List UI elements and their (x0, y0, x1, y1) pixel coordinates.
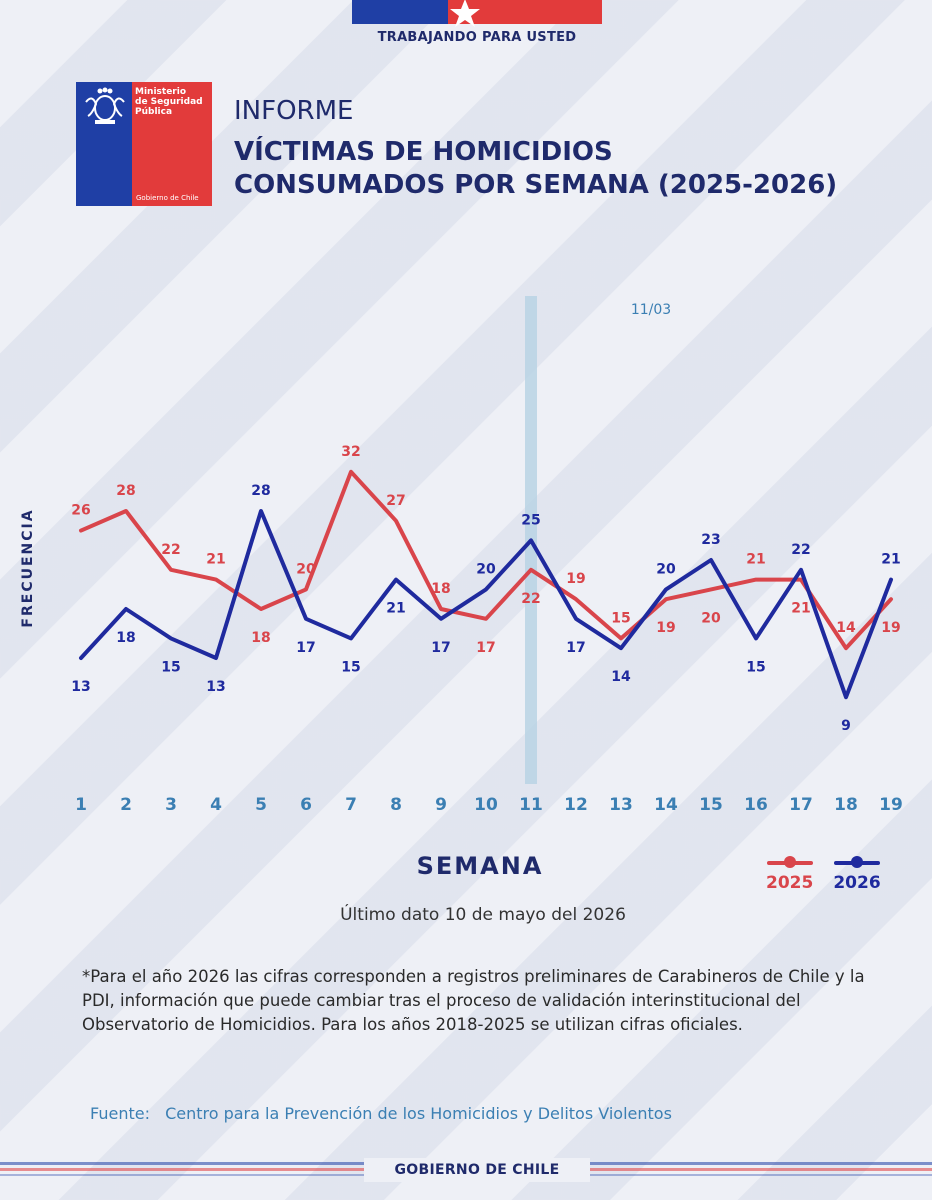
data-label-2025: 18 (431, 581, 450, 597)
data-label-2026: 22 (791, 542, 810, 558)
ministry-logo: Ministerio de Seguridad Pública Gobierno… (76, 82, 212, 206)
x-tick-label: 14 (654, 795, 678, 815)
x-tick-label: 12 (564, 795, 588, 815)
logo-blue-panel (76, 82, 132, 206)
legend-label-2025: 2025 (766, 873, 814, 893)
legend-item-2025: 2025 (766, 856, 814, 893)
chile-flag-band (352, 0, 602, 27)
data-label-2026: 18 (116, 630, 135, 646)
data-label-2025: 14 (836, 620, 856, 636)
x-tick-label: 9 (435, 795, 447, 815)
x-tick-label: 2 (120, 795, 132, 815)
x-tick-label: 11 (519, 795, 543, 815)
logo-gobierno: Gobierno de Chile (136, 194, 199, 202)
last-data-note: Último dato 10 de mayo del 2026 (340, 905, 626, 925)
data-label-2025: 19 (656, 620, 675, 636)
data-label-2025: 21 (206, 552, 225, 568)
y-axis-label: FRECUENCIA (20, 508, 36, 628)
x-axis-label: SEMANA (416, 852, 544, 880)
data-label-2025: 18 (251, 630, 270, 646)
data-label-2025: 22 (521, 591, 540, 607)
data-label-2026: 15 (746, 659, 765, 675)
data-label-2025: 28 (116, 483, 135, 499)
x-tick-label: 4 (210, 795, 222, 815)
x-tick-label: 10 (474, 795, 498, 815)
data-label-2026: 17 (296, 640, 315, 656)
source: Fuente: Centro para la Prevención de los… (90, 1104, 672, 1123)
x-tick-label: 8 (390, 795, 402, 815)
ministry-name: Ministerio de Seguridad Pública (135, 87, 203, 117)
title-line-2: CONSUMADOS POR SEMANA (2025-2026) (234, 170, 838, 200)
legend-swatch-2025 (766, 856, 813, 868)
x-tick-label: 6 (300, 795, 312, 815)
series-line-2025 (79, 469, 893, 651)
x-tick-label: 13 (609, 795, 633, 815)
data-label-2026: 17 (431, 640, 450, 656)
source-text: Centro para la Prevención de los Homicid… (165, 1104, 672, 1123)
data-label-2025: 21 (746, 552, 765, 568)
data-label-2025: 17 (476, 640, 495, 656)
government-label: GOBIERNO DE CHILE (364, 1158, 590, 1182)
data-label-2026: 13 (71, 679, 90, 695)
legend: 2025 2026 (766, 856, 881, 893)
legend-swatch-2026 (833, 856, 880, 868)
x-tick-label: 1 (75, 795, 87, 815)
data-label-2026: 9 (841, 718, 851, 734)
footer-bar: GOBIERNO DE CHILE (0, 1158, 932, 1182)
line-chart: 11/031 2 3 4 5 6 7 8 9 10 11 12 13 14 15 16 17 18 19261328… (71, 296, 903, 815)
data-label-2025: 26 (71, 503, 90, 519)
x-tick-label: 16 (744, 795, 768, 815)
data-label-2026: 23 (701, 532, 720, 548)
data-label-2026: 15 (161, 659, 180, 675)
logo-red-panel: Ministerio de Seguridad Pública Gobierno… (132, 82, 212, 206)
x-tick-label: 5 (255, 795, 267, 815)
footnote: *Para el año 2026 las cifras corresponde… (82, 967, 865, 1034)
coat-of-arms-icon (85, 87, 125, 124)
legend-label-2026: 2026 (833, 873, 881, 893)
page-title: VÍCTIMAS DE HOMICIDIOS CONSUMADOS POR SE… (234, 136, 837, 202)
data-label-2026: 21 (881, 552, 900, 568)
data-label-2026: 14 (611, 669, 631, 685)
flag-blue (352, 0, 448, 24)
data-label-2025: 19 (566, 571, 585, 587)
x-tick-label: 17 (789, 795, 813, 815)
data-label-2026: 20 (476, 561, 496, 577)
marker-label: 11/03 (631, 302, 671, 318)
data-label-2025: 15 (611, 610, 630, 626)
legend-item-2026: 2026 (833, 856, 881, 893)
x-tick-label: 15 (699, 795, 723, 815)
x-tick-label: 19 (879, 795, 903, 815)
title-line-1: VÍCTIMAS DE HOMICIDIOS (234, 137, 613, 167)
data-label-2025: 27 (386, 493, 405, 509)
data-label-2026: 21 (386, 601, 405, 617)
data-label-2026: 13 (206, 679, 225, 695)
series-line-2026 (79, 509, 893, 700)
data-label-2026: 20 (656, 561, 676, 577)
data-label-2025: 21 (791, 601, 810, 617)
data-label-2025: 19 (881, 620, 900, 636)
data-label-2026: 17 (566, 640, 585, 656)
data-label-2025: 20 (296, 561, 316, 577)
data-label-2025: 20 (701, 610, 721, 626)
data-label-2026: 15 (341, 659, 360, 675)
x-tick-label: 3 (165, 795, 177, 815)
report-label: INFORME (234, 96, 354, 126)
star-icon (450, 0, 480, 27)
data-label-2025: 32 (341, 444, 360, 460)
ministry-line-1: Ministerio (135, 87, 187, 97)
ministry-line-2: de Seguridad (135, 97, 203, 107)
x-tick-label: 18 (834, 795, 858, 815)
data-label-2026: 28 (251, 483, 270, 499)
tagline: TRABAJANDO PARA USTED (377, 30, 577, 45)
data-label-2026: 25 (521, 512, 540, 528)
ministry-line-3: Pública (135, 107, 173, 117)
source-label: Fuente: (90, 1104, 150, 1123)
data-label-2025: 22 (161, 542, 180, 558)
x-tick-label: 7 (345, 795, 357, 815)
